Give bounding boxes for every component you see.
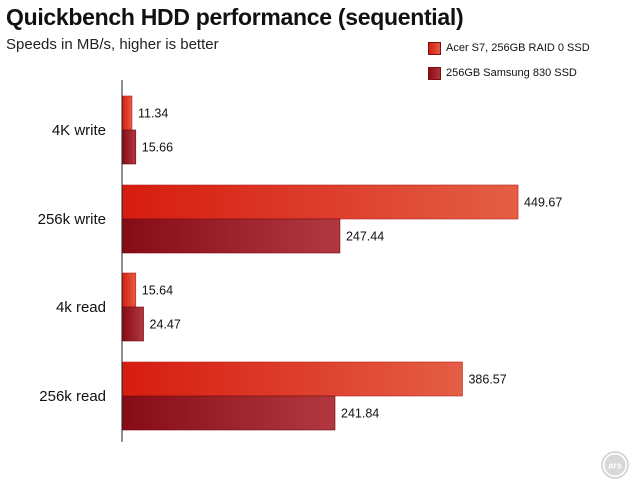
category-label-256k-read: 256k read <box>39 388 106 405</box>
bar-4k-write-series-1 <box>121 95 133 131</box>
ars-logo-text: ars <box>608 461 622 471</box>
bar-4k-write-series-2 <box>121 129 137 165</box>
ars-logo: ars <box>601 451 629 479</box>
bar-4k-read-series-2 <box>121 306 144 342</box>
value-label-4k-read-series-2: 24.47 <box>150 318 181 332</box>
category-label-256k-write: 256k write <box>38 211 106 228</box>
legend-swatch-samsung <box>428 66 441 80</box>
bar-4k-read-series-1 <box>121 272 137 308</box>
bar-256k-write-series-1 <box>121 184 519 220</box>
value-label-4k-write-series-1: 11.34 <box>138 107 168 121</box>
value-label-256k-write-series-2: 247.44 <box>346 230 384 244</box>
bar-256k-read-series-1 <box>121 361 463 397</box>
bar-256k-read-series-2 <box>121 395 336 431</box>
category-label-4k-read: 4k read <box>56 299 106 316</box>
value-label-4k-read-series-1: 15.64 <box>142 284 173 298</box>
legend-label-acer: Acer S7, 256GB RAID 0 SSD <box>446 42 590 54</box>
value-label-256k-read-series-2: 241.84 <box>341 407 379 421</box>
legend-swatch-acer <box>428 41 441 55</box>
value-label-256k-read-series-1: 386.57 <box>468 373 506 387</box>
category-label-4k-write: 4K write <box>52 122 106 139</box>
chart-title: Quickbench HDD performance (sequential) <box>6 4 464 30</box>
legend-item-samsung: 256GB Samsung 830 SSD <box>428 65 590 81</box>
legend-item-acer: Acer S7, 256GB RAID 0 SSD <box>428 40 590 56</box>
value-label-4k-write-series-2: 15.66 <box>142 141 173 155</box>
chart-subtitle: Speeds in MB/s, higher is better <box>6 36 219 53</box>
bar-256k-write-series-2 <box>121 218 341 254</box>
legend-label-samsung: 256GB Samsung 830 SSD <box>446 67 577 79</box>
value-label-256k-write-series-1: 449.67 <box>524 196 562 210</box>
legend: Acer S7, 256GB RAID 0 SSD 256GB Samsung … <box>428 40 590 90</box>
